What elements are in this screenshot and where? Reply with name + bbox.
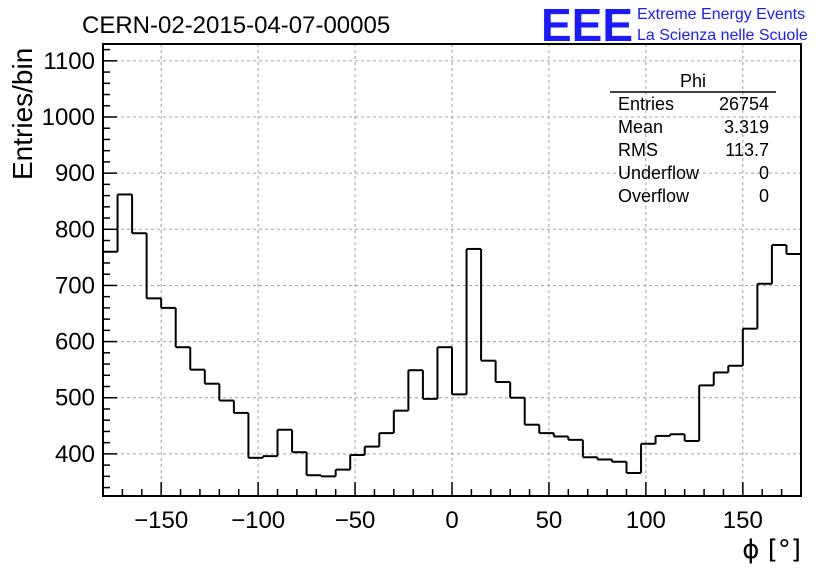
y-tick-label: 1000 [42,104,95,131]
x-tick-label: 150 [723,507,763,534]
stats-box: Phi Entries 26754 Mean 3.319 RMS 113.7 Underfl… [610,71,776,206]
y-axis-label: Entries/bin [7,48,38,180]
stats-row-value: 0 [759,163,769,183]
x-tick-label: 50 [536,507,563,534]
x-tick-label: 100 [626,507,666,534]
x-tick-label: −50 [335,507,376,534]
stats-row-value: 113.7 [725,140,769,160]
stats-row-value: 3.319 [724,117,769,137]
y-tick-label: 700 [55,272,95,299]
stats-row-label: Mean [618,117,663,137]
logo-line2: La Scienza nelle Scuole [637,27,808,44]
stats-title: Phi [680,71,706,91]
stats-rows: Entries 26754 Mean 3.319 RMS 113.7 Underflow 0 O… [618,94,769,206]
grid-lines [103,44,801,496]
y-tick-label: 1100 [43,48,95,75]
x-tick-label: −100 [231,507,285,534]
x-axis-label: ϕ [°] [742,535,801,565]
x-tick-label: 0 [445,507,458,534]
y-tick-label: 900 [55,160,95,187]
stats-row-value: 26754 [719,94,769,114]
stats-row-label: Entries [618,94,674,114]
stats-row-label: Underflow [618,163,700,183]
logo-line1: Extreme Energy Events [637,6,805,23]
y-tick-label: 600 [55,329,95,356]
stats-row-label: RMS [618,140,658,160]
chart-title: CERN-02-2015-04-07-00005 [82,12,390,39]
stats-row-value: 0 [759,186,769,206]
axis-ticks: −150 −100 −50 0 50 100 150 400 500 600 700 800 900 10… [42,48,783,534]
x-tick-label: −150 [134,507,188,534]
eee-logo: EEE [541,0,633,51]
histogram-bars [103,193,801,478]
y-tick-label: 800 [55,216,95,243]
y-tick-label: 500 [55,385,95,412]
stats-row-label: Overflow [618,186,690,206]
y-tick-label: 400 [55,441,95,468]
